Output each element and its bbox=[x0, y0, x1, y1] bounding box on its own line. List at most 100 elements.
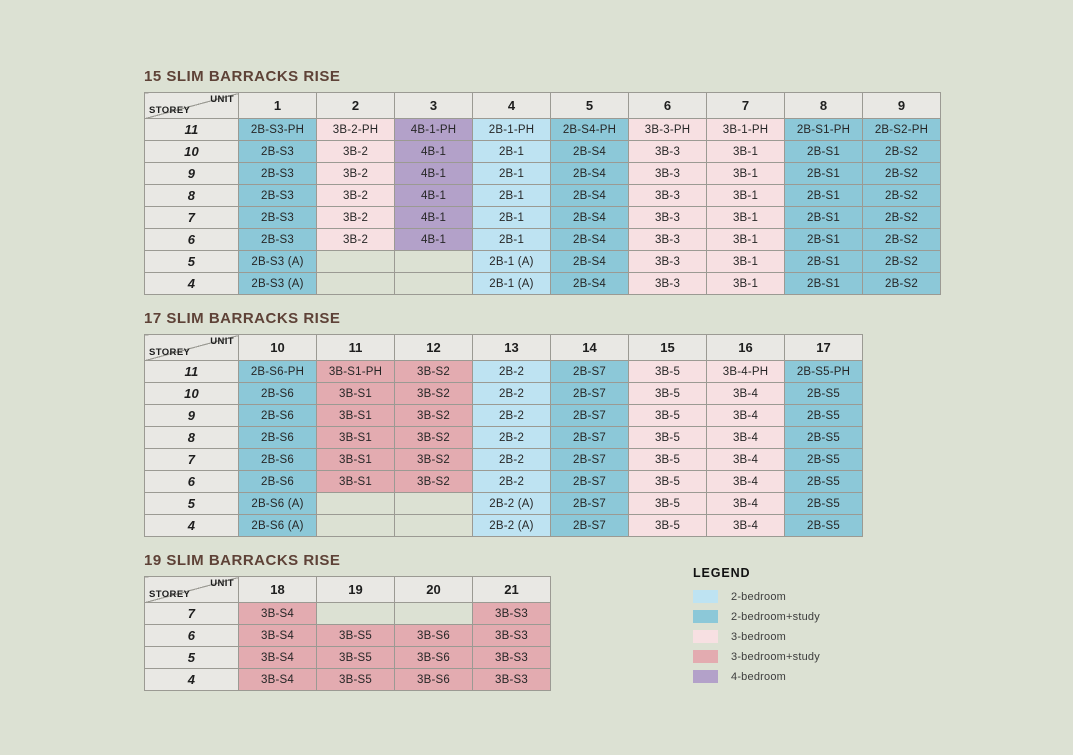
legend-swatch bbox=[693, 630, 718, 643]
unit-cell: 2B-S4-PH bbox=[550, 118, 629, 141]
unit-cell: 2B-1 bbox=[472, 228, 551, 251]
unit-cell: 2B-S6 (A) bbox=[238, 492, 317, 515]
unit-cell: 2B-S4 bbox=[550, 272, 629, 295]
unit-cell: 3B-2 bbox=[316, 140, 395, 163]
unit-axis-label: UNIT bbox=[210, 94, 234, 105]
unit-cell: 3B-3 bbox=[628, 250, 707, 273]
unit-cell: 3B-5 bbox=[628, 448, 707, 471]
storey-cell: 7 bbox=[144, 448, 239, 471]
unit-header-cell: 18 bbox=[238, 576, 317, 603]
unit-cell: 3B-4 bbox=[706, 448, 785, 471]
unit-cell: 2B-1 bbox=[472, 140, 551, 163]
unit-cell: 2B-S4 bbox=[550, 140, 629, 163]
empty-cell bbox=[394, 514, 473, 537]
unit-cell: 3B-S2 bbox=[394, 360, 473, 383]
unit-cell: 2B-S7 bbox=[550, 404, 629, 427]
unit-cell: 2B-S2 bbox=[862, 140, 941, 163]
storey-cell: 9 bbox=[144, 162, 239, 185]
unit-cell: 2B-S3 (A) bbox=[238, 250, 317, 273]
legend-item: 2-bedroom bbox=[693, 590, 820, 603]
storey-cell: 6 bbox=[144, 228, 239, 251]
unit-cell: 3B-5 bbox=[628, 404, 707, 427]
unit-cell: 3B-1 bbox=[706, 140, 785, 163]
storey-axis-label: STOREY bbox=[149, 589, 191, 600]
unit-cell: 2B-S2 bbox=[862, 162, 941, 185]
unit-cell: 3B-S1 bbox=[316, 426, 395, 449]
storey-cell: 8 bbox=[144, 184, 239, 207]
unit-cell: 2B-S6 (A) bbox=[238, 514, 317, 537]
unit-cell: 2B-S4 bbox=[550, 206, 629, 229]
unit-chart-19: UNIT STOREY 18 19 20 21 7 3B-S4 3B-S3 6 3B-S4 3B-S5… bbox=[144, 576, 551, 691]
unit-cell: 2B-S5-PH bbox=[784, 360, 863, 383]
unit-cell: 2B-S3 bbox=[238, 140, 317, 163]
unit-cell: 2B-1 bbox=[472, 184, 551, 207]
unit-cell: 3B-4 bbox=[706, 492, 785, 515]
building-section-19: 19 SLIM BARRACKS RISE UNIT STOREY 18 19 20 21… bbox=[144, 552, 551, 691]
unit-cell: 3B-S4 bbox=[238, 646, 317, 669]
unit-cell: 2B-S7 bbox=[550, 448, 629, 471]
storey-cell: 8 bbox=[144, 426, 239, 449]
unit-cell: 2B-S4 bbox=[550, 162, 629, 185]
unit-cell: 3B-1 bbox=[706, 228, 785, 251]
unit-cell: 2B-S2-PH bbox=[862, 118, 941, 141]
storey-axis-label: STOREY bbox=[149, 347, 191, 358]
unit-header-cell: 14 bbox=[550, 334, 629, 361]
unit-header-cell: 8 bbox=[784, 92, 863, 119]
unit-cell: 2B-S3-PH bbox=[238, 118, 317, 141]
unit-cell: 3B-S5 bbox=[316, 646, 395, 669]
unit-cell: 2B-S2 bbox=[862, 272, 941, 295]
storey-cell: 9 bbox=[144, 404, 239, 427]
storey-cell: 4 bbox=[144, 272, 239, 295]
unit-header-cell: 19 bbox=[316, 576, 395, 603]
unit-cell: 2B-S7 bbox=[550, 382, 629, 405]
unit-cell: 3B-4 bbox=[706, 514, 785, 537]
unit-cell: 3B-1 bbox=[706, 184, 785, 207]
legend-label: 2-bedroom+study bbox=[731, 610, 820, 623]
empty-cell bbox=[394, 492, 473, 515]
empty-cell bbox=[394, 250, 473, 273]
unit-chart-17: UNIT STOREY 10 11 12 13 14 15 16 17 11 2B-S6-PH 3B-S… bbox=[144, 334, 863, 537]
storey-cell: 11 bbox=[144, 118, 239, 141]
unit-cell: 3B-S2 bbox=[394, 426, 473, 449]
unit-cell: 3B-S2 bbox=[394, 404, 473, 427]
unit-header-cell: 13 bbox=[472, 334, 551, 361]
unit-cell: 3B-S2 bbox=[394, 382, 473, 405]
unit-cell: 2B-S7 bbox=[550, 470, 629, 493]
unit-cell: 2B-2 bbox=[472, 360, 551, 383]
unit-cell: 2B-1 bbox=[472, 206, 551, 229]
storey-cell: 5 bbox=[144, 646, 239, 669]
unit-cell: 3B-3 bbox=[628, 140, 707, 163]
unit-cell: 2B-S5 bbox=[784, 382, 863, 405]
unit-cell: 3B-S4 bbox=[238, 668, 317, 691]
unit-cell: 3B-2 bbox=[316, 206, 395, 229]
unit-axis-label: UNIT bbox=[210, 578, 234, 589]
unit-header-cell: 7 bbox=[706, 92, 785, 119]
unit-cell: 3B-1 bbox=[706, 272, 785, 295]
unit-cell: 3B-3 bbox=[628, 228, 707, 251]
unit-cell: 2B-1 bbox=[472, 162, 551, 185]
unit-cell: 3B-3 bbox=[628, 206, 707, 229]
storey-cell: 7 bbox=[144, 206, 239, 229]
unit-cell: 4B-1 bbox=[394, 206, 473, 229]
unit-cell: 3B-4 bbox=[706, 426, 785, 449]
empty-cell bbox=[394, 602, 473, 625]
unit-cell: 3B-4 bbox=[706, 404, 785, 427]
unit-cell: 3B-S1 bbox=[316, 448, 395, 471]
legend-items: 2-bedroom 2-bedroom+study 3-bedroom 3-bedro… bbox=[693, 590, 820, 683]
unit-cell: 3B-S2 bbox=[394, 470, 473, 493]
unit-cell: 3B-S5 bbox=[316, 668, 395, 691]
storey-cell: 11 bbox=[144, 360, 239, 383]
unit-cell: 4B-1 bbox=[394, 228, 473, 251]
storey-cell: 5 bbox=[144, 492, 239, 515]
unit-cell: 2B-S6 bbox=[238, 448, 317, 471]
unit-chart-15: UNIT STOREY 1 2 3 4 5 6 7 8 9 11 2B-S3-PH 3B-2-PH 4B-1… bbox=[144, 92, 941, 295]
storey-cell: 5 bbox=[144, 250, 239, 273]
unit-cell: 2B-S7 bbox=[550, 514, 629, 537]
empty-cell bbox=[394, 272, 473, 295]
unit-cell: 2B-S2 bbox=[862, 184, 941, 207]
legend-label: 2-bedroom bbox=[731, 590, 786, 603]
unit-header-cell: 10 bbox=[238, 334, 317, 361]
unit-cell: 3B-2-PH bbox=[316, 118, 395, 141]
unit-header-cell: 12 bbox=[394, 334, 473, 361]
